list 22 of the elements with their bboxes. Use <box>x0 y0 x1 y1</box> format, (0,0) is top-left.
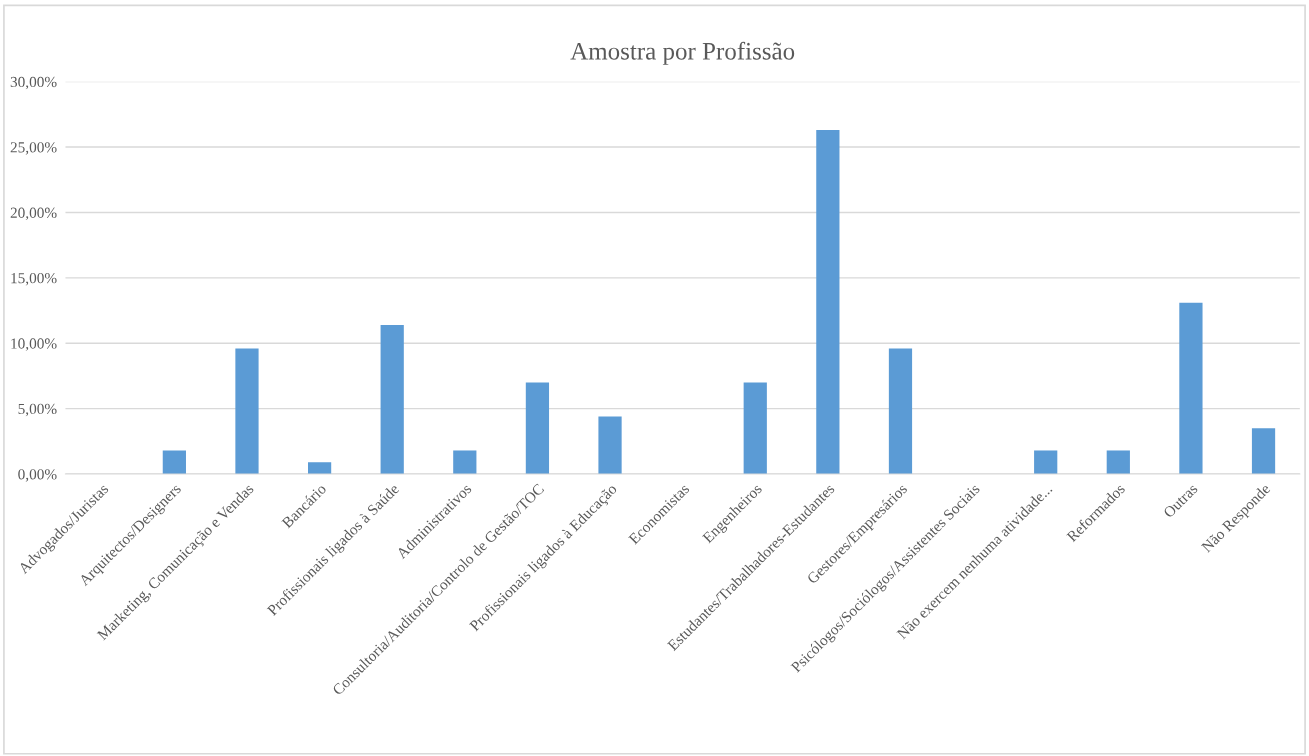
bar <box>380 324 404 475</box>
bar <box>162 450 186 475</box>
bar <box>598 416 622 475</box>
bar <box>1179 302 1203 475</box>
bar <box>816 130 840 475</box>
y-tick-label: 15,00% <box>11 272 57 286</box>
y-tick-label: 5,00% <box>18 403 57 417</box>
bar <box>525 382 550 475</box>
bar <box>307 462 332 475</box>
y-tick-label: 25,00% <box>10 142 57 155</box>
bar <box>743 382 767 475</box>
y-tick-label: 30,00% <box>10 76 57 90</box>
y-tick-label: 20,00% <box>10 207 57 221</box>
bar <box>1034 450 1058 475</box>
bar <box>888 348 913 475</box>
chart-title: Amostra por Profissão <box>570 41 795 65</box>
y-tick-label: 0,00% <box>18 469 57 482</box>
bar <box>453 450 477 475</box>
bar <box>1251 428 1276 475</box>
bar <box>235 348 259 475</box>
bar <box>1106 450 1130 475</box>
y-tick-label: 10,00% <box>11 338 57 351</box>
